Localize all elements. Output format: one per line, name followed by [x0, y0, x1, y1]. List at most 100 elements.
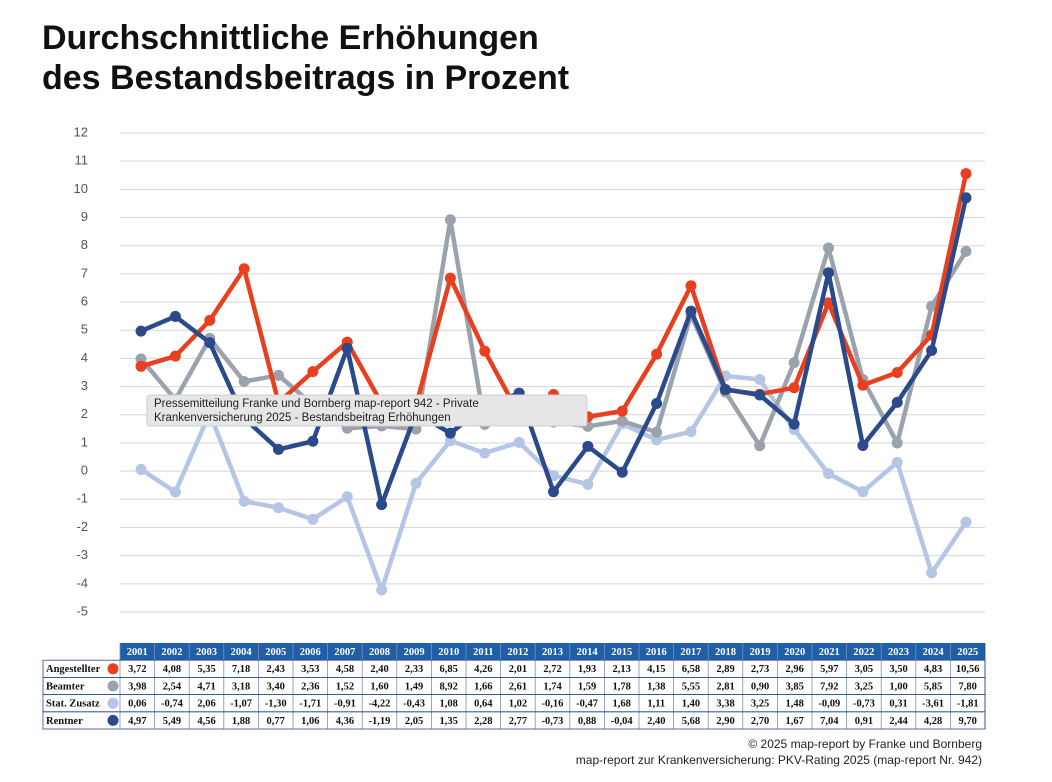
table-cell: 5,35: [197, 664, 215, 675]
legend-label: Rentner: [46, 716, 83, 727]
data-point: [444, 435, 456, 447]
table-cell: 10,56: [956, 664, 980, 675]
table-year: 2019: [750, 647, 771, 658]
table-cell: 2,36: [301, 681, 319, 692]
data-point: [479, 345, 491, 357]
y-tick-label: 9: [81, 209, 88, 224]
table-year: 2015: [611, 647, 632, 658]
table-cell: 1,38: [647, 681, 665, 692]
data-point: [891, 456, 903, 468]
table-cell: 0,88: [578, 716, 596, 727]
legend-marker: [107, 697, 119, 709]
table-cell: 0,06: [128, 699, 146, 710]
table-cell: -0,47: [576, 699, 598, 710]
table-year: 2011: [473, 647, 493, 658]
table-cell: 4,83: [924, 664, 942, 675]
y-tick-label: 8: [81, 237, 88, 252]
table-cell: 1,11: [647, 699, 665, 710]
table-cell: 4,36: [336, 716, 354, 727]
table-cell: 4,97: [128, 716, 146, 727]
table-cell: 2,61: [509, 681, 527, 692]
data-point: [410, 477, 422, 489]
table-cell: 2,96: [786, 664, 804, 675]
data-point: [960, 192, 972, 204]
legend-marker: [107, 714, 119, 726]
table-cell: 1,48: [786, 699, 804, 710]
data-point: [788, 357, 800, 369]
data-point: [135, 463, 147, 475]
table-year: 2024: [923, 647, 945, 658]
table-cell: 5,85: [924, 681, 942, 692]
legend-marker: [107, 680, 119, 692]
table-year: 2013: [542, 647, 563, 658]
table-cell: 1,52: [336, 681, 354, 692]
table-year: 2017: [680, 647, 701, 658]
table-cell: 3,98: [128, 681, 146, 692]
y-tick-label: 3: [81, 378, 88, 393]
data-point: [651, 426, 663, 438]
table-cell: 3,38: [716, 699, 734, 710]
legend-label: Stat. Zusatz: [46, 699, 100, 710]
table-cell: -0,73: [853, 699, 875, 710]
table-cell: 4,71: [197, 681, 215, 692]
data-point: [376, 499, 388, 511]
table-cell: 0,77: [267, 716, 285, 727]
y-tick-label: 10: [74, 181, 88, 196]
data-point: [307, 366, 319, 378]
data-point: [548, 486, 559, 498]
table-cell: 3,40: [267, 681, 285, 692]
chart-title: des Bestandsbeitrags in Prozent: [42, 59, 569, 97]
table-cell: 4,58: [336, 664, 354, 675]
data-point: [204, 314, 216, 326]
data-point: [135, 325, 147, 337]
y-tick-label: -5: [76, 603, 88, 618]
data-point: [307, 513, 319, 525]
data-point: [891, 437, 903, 449]
data-point: [926, 300, 938, 312]
data-point: [926, 345, 938, 357]
table-cell: -1,19: [369, 716, 391, 727]
data-point: [788, 382, 800, 394]
data-point: [238, 263, 250, 275]
table-cell: 2,77: [509, 716, 527, 727]
table-cell: 3,85: [786, 681, 804, 692]
data-point: [238, 495, 250, 507]
table-cell: 2,05: [405, 716, 423, 727]
data-point: [754, 374, 766, 386]
table-cell: -4,22: [369, 699, 391, 710]
table-year: 2014: [577, 647, 599, 658]
table-cell: 3,25: [751, 699, 769, 710]
data-point: [238, 376, 250, 388]
table-cell: 2,81: [716, 681, 734, 692]
table-year: 2020: [784, 647, 805, 658]
data-point: [823, 242, 834, 254]
table-year: 2004: [231, 647, 253, 658]
y-tick-label: 1: [81, 434, 88, 449]
table-cell: 3,25: [855, 681, 873, 692]
data-point: [651, 434, 663, 446]
data-point: [823, 267, 834, 279]
table-year: 2016: [646, 647, 667, 658]
table-cell: 1,93: [578, 664, 596, 675]
data-point: [857, 486, 869, 498]
data-point: [651, 348, 663, 360]
data-point: [513, 436, 525, 448]
table-cell: 7,92: [820, 681, 838, 692]
table-cell: 1,02: [509, 699, 527, 710]
data-point: [444, 214, 456, 226]
data-point: [273, 443, 284, 455]
data-point: [169, 310, 181, 322]
table-cell: 2,43: [267, 664, 285, 675]
table-year: 2007: [334, 647, 355, 658]
data-point: [960, 168, 972, 180]
y-tick-label: 5: [81, 322, 88, 337]
data-point: [685, 305, 697, 317]
data-point: [754, 389, 766, 401]
data-point: [444, 272, 456, 284]
table-cell: -0,04: [611, 716, 634, 727]
data-point: [582, 478, 594, 490]
table-cell: 1,49: [405, 681, 423, 692]
data-point: [823, 297, 834, 309]
table-cell: 1,67: [786, 716, 804, 727]
data-point: [857, 379, 869, 391]
